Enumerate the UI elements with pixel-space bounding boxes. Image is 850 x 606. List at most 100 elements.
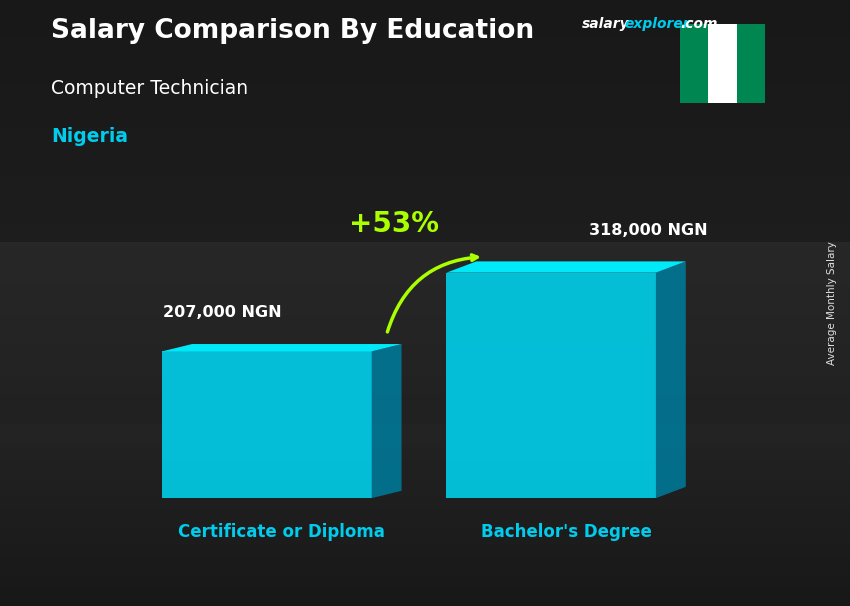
- Bar: [0, 412, 850, 418]
- Bar: [0, 473, 850, 479]
- Bar: [680, 24, 708, 103]
- Text: .com: .com: [680, 17, 717, 31]
- Bar: [0, 570, 850, 576]
- Bar: [0, 170, 850, 176]
- Text: 318,000 NGN: 318,000 NGN: [589, 223, 708, 238]
- Bar: [0, 139, 850, 145]
- Bar: [0, 497, 850, 503]
- Bar: [0, 418, 850, 424]
- Bar: [0, 182, 850, 188]
- Bar: [0, 364, 850, 370]
- Bar: [0, 48, 850, 55]
- Bar: [0, 600, 850, 606]
- Bar: [0, 152, 850, 158]
- Bar: [0, 400, 850, 406]
- Bar: [0, 467, 850, 473]
- Bar: [0, 224, 850, 230]
- Bar: [0, 261, 850, 267]
- Bar: [0, 351, 850, 358]
- Bar: [0, 12, 850, 18]
- Bar: [0, 164, 850, 170]
- Bar: [162, 351, 371, 498]
- Text: +53%: +53%: [349, 210, 439, 238]
- Bar: [0, 194, 850, 200]
- Bar: [0, 370, 850, 376]
- Bar: [0, 533, 850, 539]
- Bar: [0, 448, 850, 454]
- Bar: [0, 285, 850, 291]
- Bar: [0, 436, 850, 442]
- Bar: [0, 382, 850, 388]
- Bar: [0, 291, 850, 297]
- Bar: [0, 491, 850, 497]
- Bar: [0, 200, 850, 206]
- Bar: [0, 521, 850, 527]
- Bar: [0, 248, 850, 255]
- Bar: [0, 158, 850, 164]
- Bar: [0, 115, 850, 121]
- Bar: [0, 594, 850, 600]
- Text: 207,000 NGN: 207,000 NGN: [162, 305, 281, 321]
- Bar: [0, 255, 850, 261]
- Bar: [0, 273, 850, 279]
- Bar: [708, 24, 737, 103]
- Bar: [0, 103, 850, 109]
- Bar: [0, 121, 850, 127]
- Bar: [0, 267, 850, 273]
- Bar: [0, 206, 850, 212]
- Bar: [0, 145, 850, 152]
- Bar: [0, 6, 850, 12]
- Bar: [446, 273, 656, 498]
- Bar: [0, 79, 850, 85]
- Bar: [0, 430, 850, 436]
- Bar: [0, 55, 850, 61]
- Bar: [0, 454, 850, 461]
- Bar: [0, 61, 850, 67]
- Bar: [0, 327, 850, 333]
- Bar: [0, 358, 850, 364]
- Bar: [0, 73, 850, 79]
- Bar: [0, 97, 850, 103]
- Bar: [0, 564, 850, 570]
- Bar: [0, 188, 850, 194]
- Bar: [0, 442, 850, 448]
- Polygon shape: [656, 261, 686, 498]
- Bar: [0, 230, 850, 236]
- Bar: [0, 333, 850, 339]
- Text: Nigeria: Nigeria: [51, 127, 128, 146]
- Bar: [0, 479, 850, 485]
- Text: Bachelor's Degree: Bachelor's Degree: [480, 522, 652, 541]
- Polygon shape: [371, 344, 401, 498]
- Bar: [0, 67, 850, 73]
- Bar: [0, 558, 850, 564]
- Bar: [0, 127, 850, 133]
- Bar: [0, 218, 850, 224]
- Bar: [0, 303, 850, 309]
- Text: Computer Technician: Computer Technician: [51, 79, 248, 98]
- Bar: [0, 545, 850, 551]
- Bar: [0, 0, 850, 6]
- Bar: [0, 297, 850, 303]
- Bar: [0, 24, 850, 30]
- Bar: [0, 406, 850, 412]
- Bar: [0, 315, 850, 321]
- Bar: [0, 461, 850, 467]
- Text: explorer: explorer: [625, 17, 690, 31]
- Bar: [0, 588, 850, 594]
- Bar: [0, 345, 850, 351]
- Bar: [0, 376, 850, 382]
- Bar: [0, 388, 850, 394]
- Bar: [0, 242, 850, 248]
- Bar: [0, 42, 850, 48]
- Bar: [0, 18, 850, 24]
- Bar: [0, 509, 850, 515]
- Bar: [0, 236, 850, 242]
- Bar: [0, 339, 850, 345]
- Polygon shape: [446, 261, 686, 273]
- Bar: [0, 109, 850, 115]
- Bar: [0, 30, 850, 36]
- Bar: [0, 515, 850, 521]
- Text: salary: salary: [582, 17, 630, 31]
- Bar: [0, 91, 850, 97]
- Bar: [0, 424, 850, 430]
